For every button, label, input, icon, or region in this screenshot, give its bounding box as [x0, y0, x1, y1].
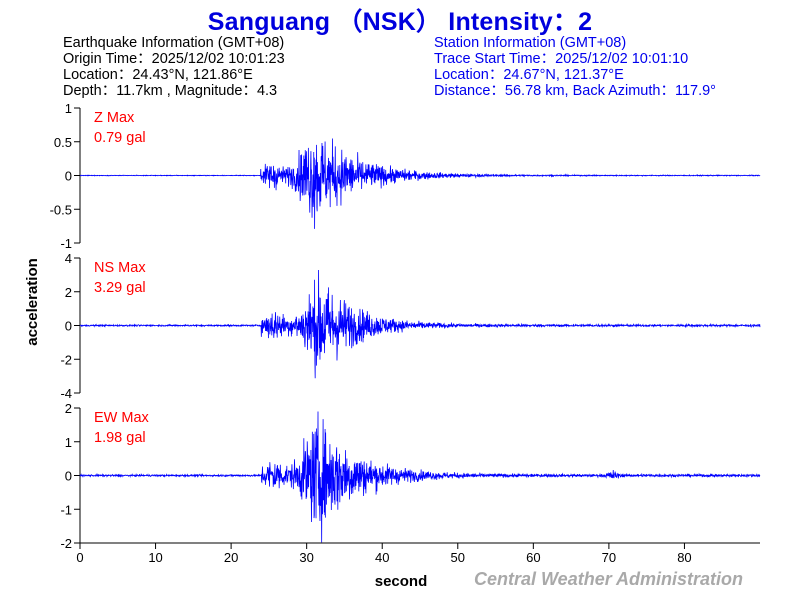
z-y-tick-label: 1	[65, 101, 72, 116]
station-location: Location：24.67°N, 121.37°E	[434, 67, 624, 83]
origin-time: Origin Time：2025/12/02 10:01:23	[63, 51, 285, 67]
ns-y-tick-label: -2	[60, 352, 72, 367]
ew-y-tick-label: 0	[65, 469, 72, 484]
z-waveform	[79, 138, 761, 229]
station-distance: Distance：56.78 km, Back Azimuth：117.9°	[434, 83, 716, 99]
x-tick-label: 10	[148, 550, 162, 565]
station-info-heading: Station Information (GMT+08)	[434, 35, 627, 51]
ew-y-tick-label: -2	[60, 536, 72, 551]
x-tick-label: 30	[299, 550, 313, 565]
ns-y-tick-label: -4	[60, 386, 72, 401]
ns-max-label: NS Max	[94, 260, 146, 276]
depth-magnitude: Depth：11.7km , Magnitude：4.3	[63, 83, 278, 99]
x-tick-label: 70	[602, 550, 616, 565]
trace-start-time: Trace Start Time：2025/12/02 10:01:10	[434, 51, 689, 67]
ew-y-tick-label: 1	[65, 435, 72, 450]
z-max-value: 0.79 gal	[94, 130, 146, 146]
ns-waveform	[79, 269, 761, 379]
page-title: Sanguang （NSK） Intensity：2	[207, 8, 593, 36]
x-tick-label: 0	[76, 550, 83, 565]
ns-y-tick-label: 0	[65, 319, 72, 334]
z-y-tick-label: -0.5	[50, 202, 72, 217]
earthquake-info-heading: Earthquake Information (GMT+08)	[63, 35, 285, 51]
x-tick-label: 40	[375, 550, 389, 565]
station-info: Station Information (GMT+08) Trace Start…	[434, 35, 716, 99]
y-axis-title: acceleration	[24, 258, 41, 346]
x-tick-label: 60	[526, 550, 540, 565]
x-tick-label: 50	[451, 550, 465, 565]
epicenter-location: Location：24.43°N, 121.86°E	[63, 67, 253, 83]
agency-credit: Central Weather Administration	[474, 569, 744, 589]
z-max-label: Z Max	[94, 110, 135, 126]
ew-y-tick-label: -1	[60, 502, 72, 517]
z-y-tick-label: -1	[60, 236, 72, 251]
z-y-tick-label: 0	[65, 169, 72, 184]
ew-max-value: 1.98 gal	[94, 430, 146, 446]
z-y-tick-label: 0.5	[54, 135, 72, 150]
ew-y-tick-label: 2	[65, 401, 72, 416]
ew-waveform	[79, 411, 761, 543]
x-tick-label: 80	[677, 550, 691, 565]
ns-max-value: 3.29 gal	[94, 280, 146, 296]
ew-max-label: EW Max	[94, 410, 150, 426]
x-axis-title: second	[375, 573, 428, 590]
ns-y-tick-label: 4	[65, 251, 72, 266]
ns-y-tick-label: 2	[65, 285, 72, 300]
earthquake-info: Earthquake Information (GMT+08) Origin T…	[63, 35, 285, 99]
x-tick-label: 20	[224, 550, 238, 565]
